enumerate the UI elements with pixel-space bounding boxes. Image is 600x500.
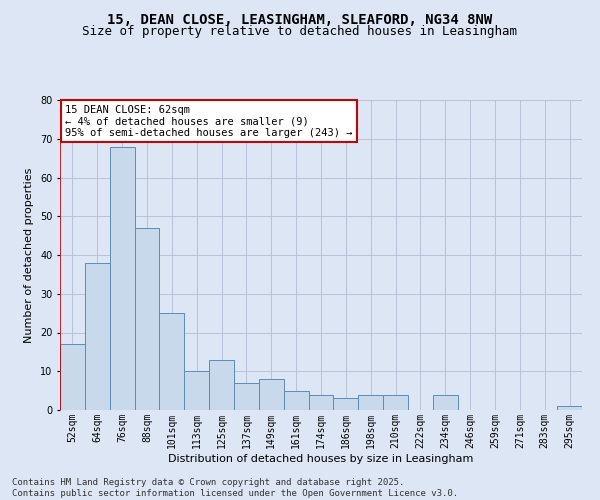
Bar [184,371,209,410]
X-axis label: Distribution of detached houses by size in Leasingham: Distribution of detached houses by size … [169,454,473,464]
Bar [60,344,85,410]
Bar [433,394,458,410]
Bar [209,360,234,410]
Bar [85,263,110,410]
Bar [557,406,582,410]
Text: Contains HM Land Registry data © Crown copyright and database right 2025.
Contai: Contains HM Land Registry data © Crown c… [12,478,458,498]
Bar [308,394,334,410]
Bar [259,379,284,410]
Text: Size of property relative to detached houses in Leasingham: Size of property relative to detached ho… [83,25,517,38]
Text: 15, DEAN CLOSE, LEASINGHAM, SLEAFORD, NG34 8NW: 15, DEAN CLOSE, LEASINGHAM, SLEAFORD, NG… [107,12,493,26]
Bar [383,394,408,410]
Bar [234,383,259,410]
Bar [160,313,184,410]
Bar [110,146,134,410]
Text: 15 DEAN CLOSE: 62sqm
← 4% of detached houses are smaller (9)
95% of semi-detache: 15 DEAN CLOSE: 62sqm ← 4% of detached ho… [65,104,353,138]
Bar [334,398,358,410]
Y-axis label: Number of detached properties: Number of detached properties [25,168,34,342]
Bar [358,394,383,410]
Bar [284,390,308,410]
Bar [134,228,160,410]
